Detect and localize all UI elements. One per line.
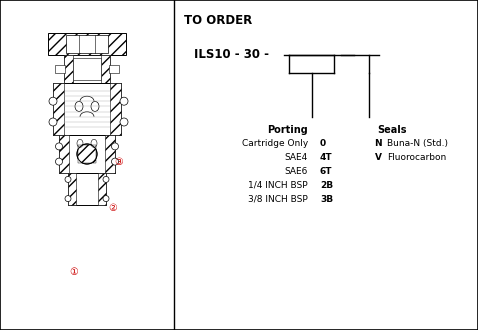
Text: Buna-N (Std.): Buna-N (Std.) (388, 139, 448, 148)
Text: 1/4 INCH BSP: 1/4 INCH BSP (249, 181, 308, 190)
Text: 6T: 6T (320, 167, 333, 176)
Bar (109, 65, 119, 73)
Bar (48, 33, 126, 55)
Text: 4T: 4T (320, 153, 333, 162)
Text: Seals: Seals (378, 125, 407, 135)
Bar (64, 55, 110, 83)
Circle shape (120, 118, 128, 126)
Ellipse shape (91, 101, 99, 112)
Bar (64, 55, 73, 83)
Text: TO ORDER: TO ORDER (185, 14, 253, 27)
Bar (66, 35, 108, 53)
Bar (78, 145, 96, 163)
Text: SAE6: SAE6 (284, 167, 308, 176)
Ellipse shape (75, 101, 83, 112)
Text: ILS10 - 30 -: ILS10 - 30 - (195, 49, 270, 61)
Text: Fluorocarbon: Fluorocarbon (388, 153, 447, 162)
Circle shape (65, 177, 71, 182)
Text: 0: 0 (320, 139, 326, 148)
Text: SAE4: SAE4 (285, 153, 308, 162)
Circle shape (55, 143, 63, 150)
Bar (110, 83, 121, 135)
Text: ①: ① (70, 267, 78, 277)
Circle shape (120, 97, 128, 105)
Bar (68, 173, 76, 205)
Bar (53, 83, 64, 135)
Circle shape (65, 196, 71, 202)
Circle shape (111, 158, 119, 165)
Circle shape (49, 97, 57, 105)
Circle shape (103, 196, 109, 202)
Text: 3/8 INCH BSP: 3/8 INCH BSP (248, 195, 308, 204)
Circle shape (111, 143, 119, 150)
Text: V: V (374, 153, 381, 162)
Bar (53, 83, 121, 135)
Bar (59, 135, 69, 173)
Bar (73, 58, 101, 80)
Text: ③: ③ (114, 157, 123, 167)
Circle shape (49, 118, 57, 126)
Circle shape (77, 144, 97, 164)
Text: 2B: 2B (320, 181, 333, 190)
Bar (98, 173, 106, 205)
Circle shape (103, 177, 109, 182)
Bar (101, 55, 110, 83)
Circle shape (55, 158, 63, 165)
Bar (55, 65, 65, 73)
Text: 3B: 3B (320, 195, 333, 204)
Text: Cartridge Only: Cartridge Only (242, 139, 308, 148)
Text: N: N (374, 139, 382, 148)
Text: ②: ② (108, 203, 117, 213)
Bar (105, 135, 115, 173)
Bar (68, 173, 106, 205)
Text: Porting: Porting (267, 125, 308, 135)
Bar (59, 135, 115, 173)
